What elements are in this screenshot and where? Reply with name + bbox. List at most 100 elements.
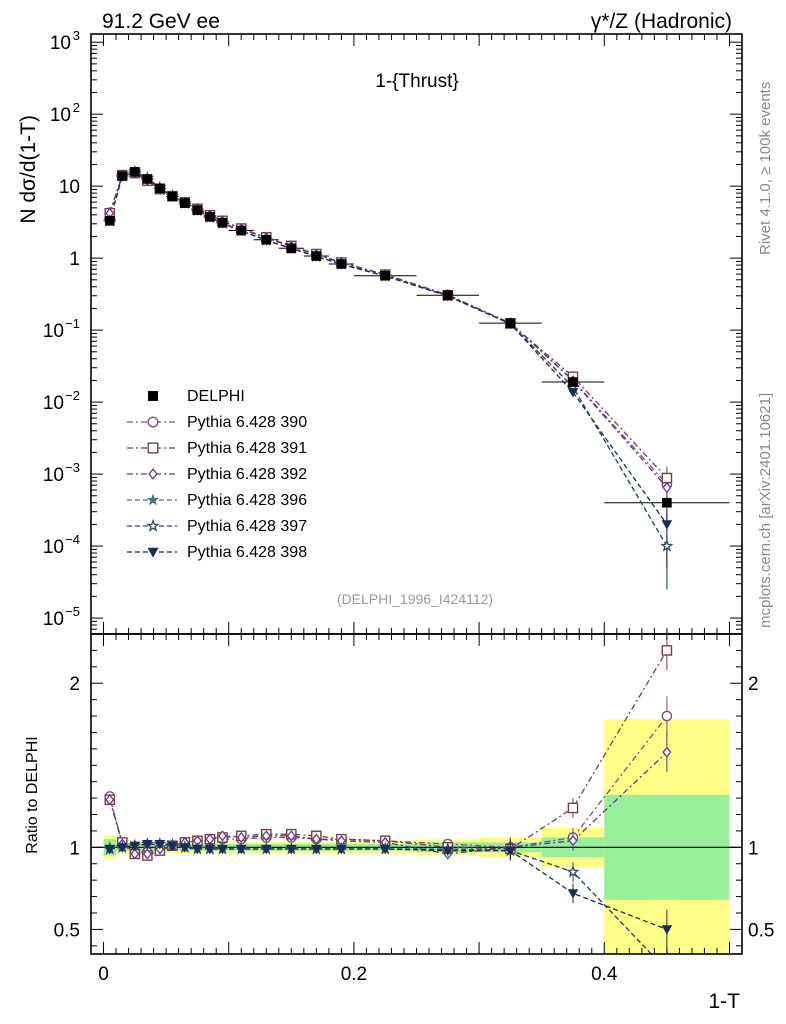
ratio-ytick-label: 1 <box>69 838 80 859</box>
data-point <box>217 217 228 228</box>
data-point <box>142 174 153 184</box>
ratio-point <box>261 830 271 842</box>
ratio-point <box>142 848 152 860</box>
analysis-watermark: (DELPHI_1996_I424112) <box>337 591 493 607</box>
main-ytick-label: 10 <box>50 33 71 54</box>
ratio-ytick-label: 2 <box>69 674 80 695</box>
ratio-point <box>117 843 128 853</box>
x-tick-label: 0.2 <box>341 964 367 985</box>
legend-label-data: DELPHI <box>187 388 245 405</box>
ratio-point <box>204 844 216 855</box>
ratio-point <box>442 846 454 857</box>
ratio-point <box>286 830 296 842</box>
ratio-point <box>129 841 141 852</box>
ratio-line-2 <box>109 751 668 855</box>
ratio-point <box>235 844 247 855</box>
ratio-point <box>286 844 297 855</box>
data-point <box>505 318 516 328</box>
ratio-line-0 <box>109 715 668 853</box>
ratio-point <box>568 835 578 847</box>
data-point <box>442 290 453 301</box>
legend-label-398: Pythia 6.428 398 <box>187 544 307 561</box>
legend-label-390: Pythia 6.428 390 <box>187 414 307 431</box>
legend-label-391: Pythia 6.428 391 <box>187 440 307 457</box>
main-ytick-exponent: 2 <box>73 100 80 115</box>
legend-marker <box>148 391 158 401</box>
ratio-point <box>217 830 227 842</box>
main-ytick-label: 10 <box>43 321 64 342</box>
main-ytick-label: 10 <box>43 393 64 414</box>
legend-marker <box>148 468 158 480</box>
ratio-point <box>130 848 140 860</box>
mcplots-label: mcplots.cern.ch [arXiv:2401.10621] <box>757 393 774 628</box>
ratio-point <box>192 844 203 855</box>
ratio-point <box>105 794 115 806</box>
series-point <box>660 539 674 552</box>
process-label: γ*/Z (Hadronic) <box>591 10 732 33</box>
legend-label-396: Pythia 6.428 396 <box>187 492 307 509</box>
main-ytick-exponent: −3 <box>65 460 80 475</box>
data-point <box>568 377 578 387</box>
x-tick-label: 0.4 <box>591 964 618 985</box>
legend-marker <box>146 493 160 506</box>
series-point <box>662 481 672 494</box>
data-point <box>167 191 178 202</box>
main-ytick-label: 10 <box>59 177 80 198</box>
ratio-line-1 <box>109 650 668 857</box>
ratio-point <box>567 889 579 899</box>
ratio-point <box>505 846 516 857</box>
x-tick-label: 0 <box>98 964 109 985</box>
data-point <box>380 270 391 281</box>
legend-label-392: Pythia 6.428 392 <box>187 466 307 483</box>
series-point <box>661 472 673 484</box>
ratio-series-group <box>103 634 673 954</box>
ratio-point <box>217 844 228 855</box>
ratio-y-axis-label: Ratio to DELPHI <box>24 736 41 853</box>
ratio-ytick-label-right: 2 <box>748 674 759 695</box>
data-point <box>205 212 215 222</box>
data-point <box>104 216 115 226</box>
series-line-3 <box>109 170 668 547</box>
ratio-point <box>566 864 580 878</box>
data-point <box>336 259 347 269</box>
plot-title: 1-{Thrust} <box>375 71 458 92</box>
data-point <box>192 205 203 215</box>
data-point <box>130 167 140 177</box>
legend-marker <box>147 416 159 428</box>
main-y-axis-label: N dσ/d(1-T) <box>17 115 40 224</box>
legend-marker <box>147 442 159 454</box>
legend-label-397: Pythia 6.428 397 <box>187 518 307 535</box>
rivet-version-label: Rivet 4.1.0, ≥ 100k events <box>757 82 774 255</box>
series-line-4 <box>109 170 668 547</box>
legend-marker <box>147 547 159 558</box>
legend-marker <box>146 518 160 532</box>
main-ytick-exponent: −2 <box>65 388 80 403</box>
data-point <box>662 497 672 508</box>
main-ytick-label: 10 <box>50 105 71 126</box>
main-ytick-label: 1 <box>69 249 80 270</box>
data-point <box>117 171 128 181</box>
main-ytick-exponent: −5 <box>65 604 80 619</box>
data-point <box>311 251 322 261</box>
main-ytick-label: 10 <box>43 465 64 486</box>
ratio-point <box>167 841 178 852</box>
ratio-point <box>661 645 673 656</box>
x-axis-label: 1-T <box>709 990 741 1013</box>
main-ytick-exponent: 3 <box>73 28 80 43</box>
data-point <box>155 183 165 194</box>
ratio-point <box>260 844 272 855</box>
ratio-point <box>311 844 322 855</box>
series-line-1 <box>109 172 668 479</box>
ratio-ytick-label-right: 1 <box>748 838 759 859</box>
main-panel: 1-{Thrust} (DELPHI_1996_I424112) N dσ/d(… <box>17 71 730 607</box>
ratio-point <box>179 843 191 853</box>
ratio-ytick-label-right: 0.5 <box>748 920 774 941</box>
ratio-point <box>567 802 579 814</box>
main-ytick-label: 10 <box>43 537 64 558</box>
energy-label: 91.2 GeV ee <box>102 10 220 33</box>
series-point <box>567 388 579 398</box>
ratio-line-5 <box>109 843 668 931</box>
main-ytick-label: 10 <box>43 609 64 630</box>
ratio-point <box>104 844 116 855</box>
